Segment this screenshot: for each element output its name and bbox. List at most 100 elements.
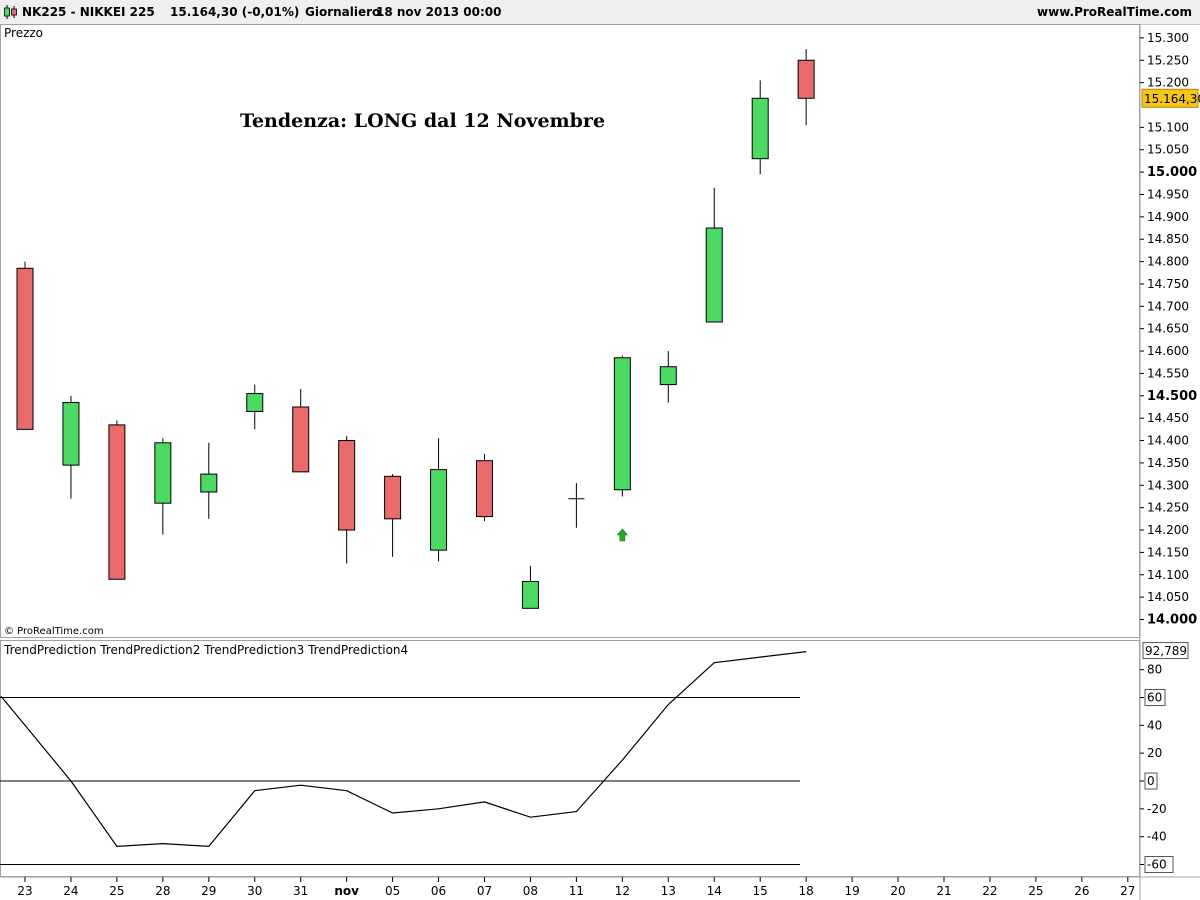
candle-30 (246, 384, 264, 430)
indicator-tick-label: 40 (1147, 718, 1162, 732)
candle-28 (154, 438, 172, 535)
candle-31 (292, 389, 310, 473)
candle-15 (751, 80, 769, 175)
price-tick-label: 14.500 (1147, 389, 1197, 404)
price-tick-label: 14.300 (1147, 478, 1189, 492)
indicator-y-axis: 80 60 40 20 0 -20 -40 -60 (1140, 663, 1174, 874)
price-tick-label: 14.950 (1147, 187, 1189, 201)
price-tick-label: 15.200 (1147, 76, 1189, 90)
candle-24 (62, 395, 80, 499)
candlestick-series (16, 49, 815, 609)
candle-29 (200, 442, 218, 519)
date-label-14: 14 (707, 884, 722, 898)
price-tick-label: 15.050 (1147, 143, 1189, 157)
title-bar: NK225 - NIKKEI 225 15.164,30 (-0,01%) Gi… (0, 0, 1200, 25)
date-label-18: 18 (799, 884, 814, 898)
candle-12 (613, 355, 631, 497)
date-label-24: 24 (63, 884, 78, 898)
indicator-reference-lines (0, 696, 800, 866)
axis-badges: 15.164,30 92,789 (1141, 88, 1200, 660)
date-label-29: 29 (201, 884, 216, 898)
buy-signal-arrow-icon (616, 528, 628, 542)
candle-body (200, 473, 218, 493)
trend-annotation: Tendenza: LONG dal 12 Novembre (240, 110, 605, 132)
price-y-axis: 15.300 15.250 15.200 15.100 15.050 15.000 14.9… (1140, 31, 1197, 628)
date-label-13: 13 (661, 884, 676, 898)
date-label-25: 25 (1028, 884, 1043, 898)
price-tick-label: 14.150 (1147, 545, 1189, 559)
candle-body (384, 475, 402, 520)
price-tick-label: 14.800 (1147, 255, 1189, 269)
candle-body (154, 442, 172, 504)
price-panel-label: Prezzo (4, 26, 43, 40)
date-label-31: 31 (293, 884, 308, 898)
price-tick-label: 14.650 (1147, 322, 1189, 336)
date-label-12: 12 (615, 884, 630, 898)
date-label-nov: nov (334, 884, 359, 898)
date-label-21: 21 (936, 884, 951, 898)
candle-body (751, 97, 769, 160)
indicator-level-box (1144, 688, 1166, 706)
candle-body (797, 59, 815, 99)
indicator-line (0, 651, 807, 848)
candle-05 (384, 474, 402, 557)
candle-23 (16, 261, 34, 430)
candle-14 (705, 187, 723, 323)
date-label-08: 08 (523, 884, 538, 898)
price-tick-label: 14.200 (1147, 523, 1189, 537)
price-tick-label: 14.450 (1147, 411, 1189, 425)
date-label-26: 26 (1074, 884, 1089, 898)
timeframe: Giornaliero (305, 5, 381, 19)
chart-canvas[interactable]: Prezzo Tendenza: LONG dal 12 Novembre © … (0, 24, 1200, 900)
indicator-panel (0, 640, 1140, 877)
bar-date: 18 nov 2013 00:00 (376, 5, 502, 19)
candle-18 (797, 49, 815, 126)
candle-body (659, 366, 677, 386)
candle-06 (430, 438, 448, 562)
price-tick-label: 14.000 (1147, 613, 1197, 628)
current-price-badge (1141, 88, 1199, 108)
trendprediction-series-line (0, 651, 807, 848)
price-tick-label: 14.250 (1147, 501, 1189, 515)
date-label-27: 27 (1120, 884, 1135, 898)
price-tick-label: 14.600 (1147, 344, 1189, 358)
candle-25 (108, 420, 126, 580)
candle-body (292, 406, 310, 473)
candle-body (705, 227, 723, 323)
price-tick-label: 14.100 (1147, 568, 1189, 582)
candle-nov (338, 436, 356, 564)
price-tick-label: 15.000 (1147, 165, 1197, 180)
candle-body (16, 267, 34, 430)
price-tick-label: 15.250 (1147, 53, 1189, 67)
indicator-panel-label: TrendPrediction TrendPrediction2 TrendPr… (3, 643, 408, 657)
price-tick-label: 14.050 (1147, 590, 1189, 604)
price-tick-label: 14.350 (1147, 456, 1189, 470)
current-price-label: 15.164,30 (1144, 92, 1200, 106)
date-label-25: 25 (109, 884, 124, 898)
date-label-22: 22 (982, 884, 997, 898)
price-tick-label: 15.300 (1147, 31, 1189, 45)
date-label-20: 20 (890, 884, 905, 898)
candlestick-app-icon (3, 5, 19, 22)
candle-body (246, 393, 264, 412)
date-label-07: 07 (477, 884, 492, 898)
candle-07 (476, 453, 493, 522)
current-indicator-label: 92,789 (1145, 644, 1187, 658)
price-tick-label: 15.100 (1147, 120, 1189, 134)
candle-body (430, 469, 448, 551)
price-tick-label: 14.550 (1147, 366, 1189, 380)
date-label-28: 28 (155, 884, 170, 898)
date-label-30: 30 (247, 884, 262, 898)
date-label-11: 11 (569, 884, 584, 898)
candle-body (613, 357, 631, 491)
indicator-tick-label: 0 (1147, 774, 1155, 788)
price-tick-label: 14.750 (1147, 277, 1189, 291)
price-panel (0, 24, 1140, 638)
instrument-name: NK225 - NIKKEI 225 (22, 5, 155, 19)
candle-body (62, 402, 80, 466)
date-label-05: 05 (385, 884, 400, 898)
date-label-06: 06 (431, 884, 446, 898)
candle-13 (659, 351, 677, 403)
site-link[interactable]: www.ProRealTime.com (1037, 5, 1192, 19)
indicator-level-box (1144, 856, 1174, 874)
